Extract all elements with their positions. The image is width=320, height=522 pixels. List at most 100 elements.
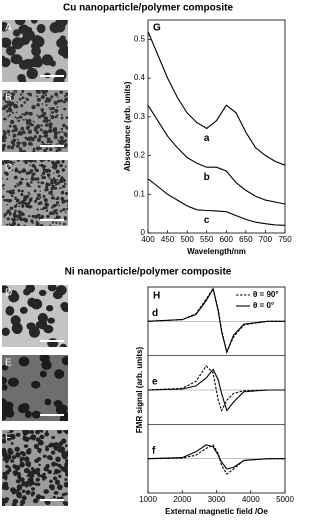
series-line bbox=[147, 178, 286, 226]
panel-label: C bbox=[5, 163, 12, 174]
curve-label: b bbox=[204, 172, 210, 183]
particle bbox=[41, 143, 44, 145]
particle bbox=[16, 491, 22, 499]
particle bbox=[3, 406, 10, 413]
particle bbox=[47, 285, 57, 292]
particle bbox=[55, 208, 58, 212]
particle bbox=[10, 441, 14, 445]
particle bbox=[48, 147, 53, 152]
particle bbox=[2, 327, 10, 337]
particle bbox=[60, 302, 68, 310]
particle bbox=[12, 143, 16, 147]
particle bbox=[28, 138, 31, 142]
particle bbox=[43, 116, 49, 121]
particle bbox=[2, 177, 4, 180]
particle bbox=[35, 494, 42, 500]
particle bbox=[53, 186, 58, 190]
particle bbox=[45, 97, 50, 102]
particle bbox=[65, 116, 68, 120]
particle bbox=[24, 410, 32, 419]
particle bbox=[54, 479, 61, 485]
particle bbox=[2, 130, 6, 133]
particle bbox=[15, 144, 20, 148]
micrograph-background bbox=[2, 430, 68, 506]
particle bbox=[48, 119, 51, 122]
micrograph: A bbox=[2, 20, 68, 82]
particle bbox=[30, 176, 35, 181]
particle bbox=[23, 195, 27, 199]
particle bbox=[44, 123, 49, 127]
particle bbox=[3, 117, 7, 121]
particle bbox=[8, 133, 11, 136]
particle bbox=[2, 364, 9, 371]
particle bbox=[52, 212, 55, 215]
y-tick-label: 0.3 bbox=[134, 112, 146, 121]
particle bbox=[16, 101, 19, 103]
particle bbox=[38, 463, 41, 467]
particle bbox=[36, 138, 40, 142]
particle bbox=[10, 95, 15, 100]
particle bbox=[11, 111, 15, 114]
panel-label: A bbox=[5, 23, 12, 34]
particle bbox=[41, 160, 44, 163]
figure: Cu nanoparticle/polymer composite Ni nan… bbox=[2, 3, 294, 516]
particle bbox=[29, 169, 34, 173]
particle bbox=[64, 182, 67, 186]
particle bbox=[10, 145, 15, 150]
particle bbox=[64, 143, 68, 147]
x-tick-label: 450 bbox=[161, 235, 175, 244]
particle bbox=[27, 92, 29, 95]
particle bbox=[45, 430, 49, 433]
particle bbox=[16, 484, 23, 491]
x-tick-label: 2000 bbox=[173, 495, 191, 504]
particle bbox=[51, 106, 55, 111]
particle bbox=[56, 181, 60, 185]
particle bbox=[13, 90, 18, 92]
particle bbox=[57, 139, 60, 142]
particle bbox=[8, 213, 12, 216]
particle bbox=[23, 444, 29, 448]
curve-label: c bbox=[204, 215, 210, 226]
particle bbox=[26, 182, 30, 186]
particle bbox=[31, 160, 34, 162]
particle bbox=[57, 161, 60, 164]
particle bbox=[62, 411, 68, 421]
particle bbox=[51, 461, 57, 467]
particle bbox=[13, 473, 17, 477]
particle bbox=[9, 119, 15, 125]
particle bbox=[42, 206, 46, 210]
particle bbox=[11, 37, 24, 50]
particle bbox=[59, 187, 62, 190]
particle bbox=[32, 120, 35, 123]
particle bbox=[66, 204, 68, 207]
particle bbox=[45, 150, 47, 152]
particle bbox=[7, 449, 14, 455]
particle bbox=[31, 46, 41, 57]
particle bbox=[5, 109, 9, 113]
x-tick-label: 500 bbox=[180, 235, 194, 244]
particle bbox=[26, 322, 36, 331]
particle bbox=[30, 380, 41, 389]
series-line bbox=[147, 365, 285, 413]
particle bbox=[46, 209, 49, 212]
particle bbox=[32, 437, 35, 441]
particle bbox=[59, 343, 67, 347]
particle bbox=[38, 90, 40, 91]
particle bbox=[37, 181, 40, 184]
particle bbox=[53, 445, 59, 451]
particle bbox=[64, 134, 68, 138]
particle bbox=[40, 208, 42, 211]
particle bbox=[3, 139, 6, 142]
particle bbox=[43, 476, 47, 480]
x-tick-label: 4000 bbox=[242, 495, 260, 504]
particle bbox=[27, 160, 31, 162]
particle bbox=[6, 46, 16, 56]
particle bbox=[26, 121, 29, 125]
particle bbox=[36, 97, 41, 102]
particle bbox=[64, 165, 67, 168]
particle bbox=[2, 22, 9, 32]
particle bbox=[2, 413, 7, 421]
particle bbox=[45, 169, 49, 173]
plot-frame bbox=[147, 19, 286, 234]
particle bbox=[62, 100, 67, 104]
